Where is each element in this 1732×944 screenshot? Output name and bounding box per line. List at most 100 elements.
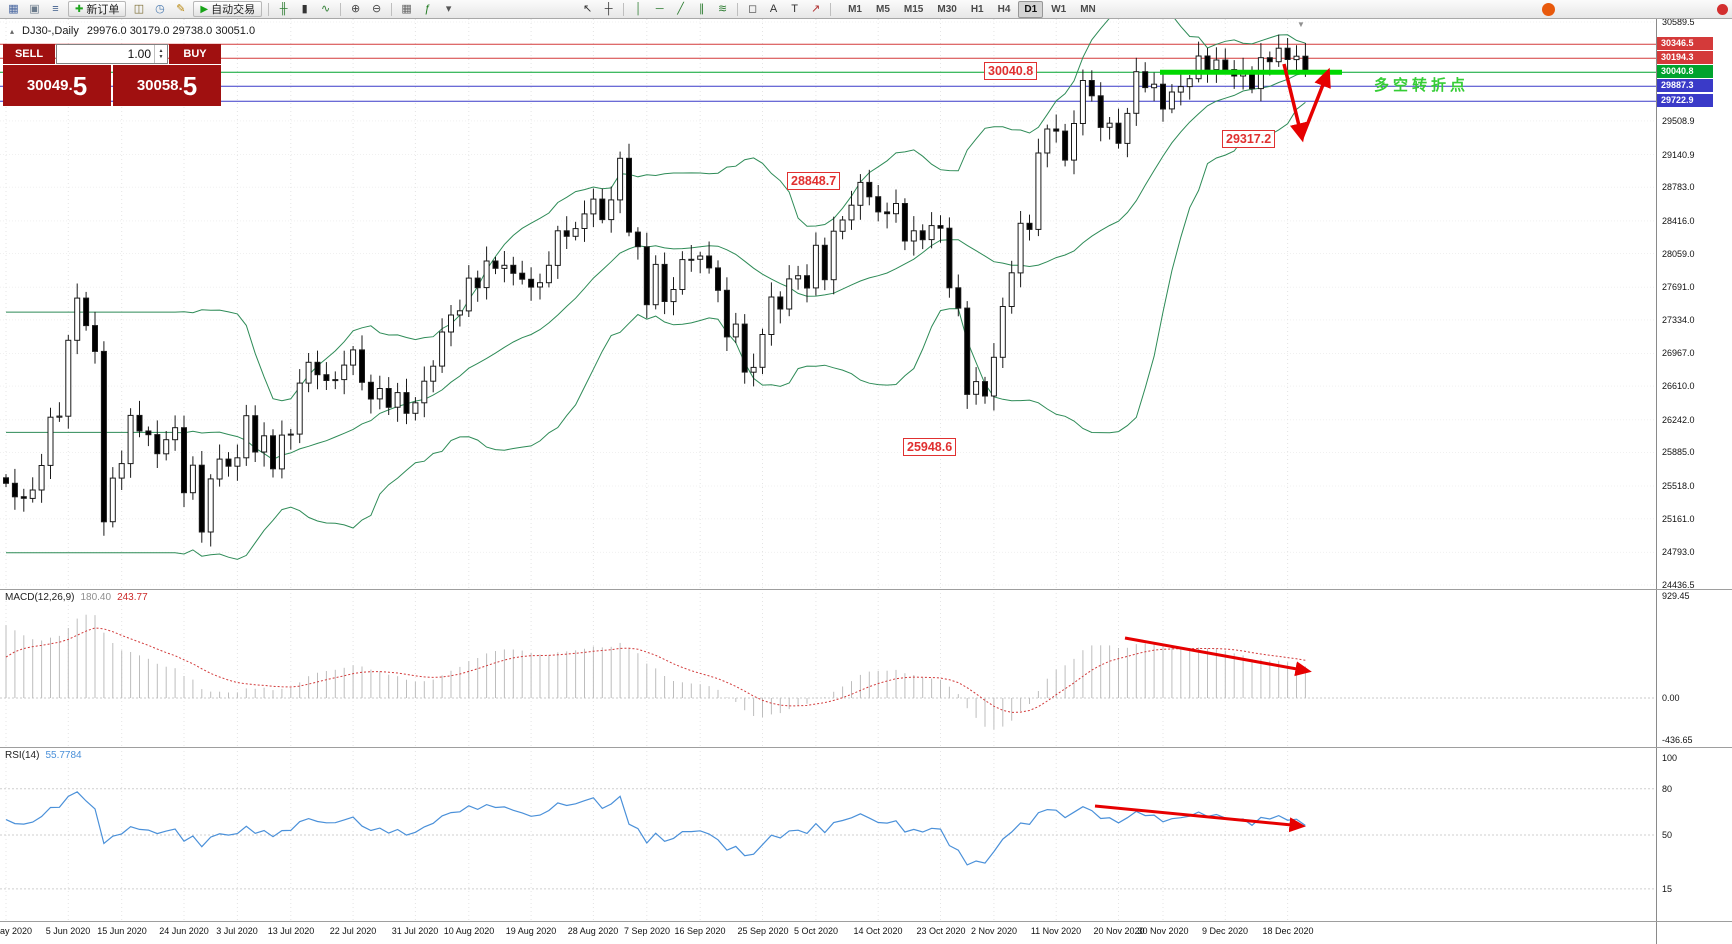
bar-chart-icon[interactable]: ╫ (279, 2, 288, 15)
text-label-icon[interactable]: T (791, 2, 798, 15)
new-order-button-label: 新订单 (86, 4, 120, 16)
crosshair-icon[interactable]: ┼ (604, 2, 613, 15)
date-axis[interactable]: 27 May 2020 5 Jun 2020 15 Jun 2020 24 Jun 2… (0, 921, 1656, 944)
chart-shift-marker-icon[interactable]: ▼ (1297, 20, 1305, 29)
trendline-icon[interactable]: ╱ (677, 2, 684, 15)
rsi-label: RSI(14) 55.7784 (5, 750, 82, 761)
chart-window-icon[interactable]: ◫ (133, 2, 145, 15)
indicator-axis-tick: 50 (1662, 830, 1673, 840)
shapes-icon[interactable]: ◻ (748, 2, 758, 15)
buy-button[interactable]: BUY (169, 44, 221, 64)
metaeditor-icon[interactable]: ✎ (176, 2, 186, 15)
profiles-icon[interactable]: ▣ (29, 2, 40, 15)
main-price-chart[interactable] (0, 19, 1656, 589)
pane-separator[interactable] (0, 747, 1732, 748)
indicator-axis-tick: 0.00 (1662, 693, 1680, 703)
one-click-trading-panel: SELL 1.00 ▲ ▼ BUY 30049. 5 30058. 5 (3, 44, 221, 106)
date-label: 27 May 2020 (0, 926, 33, 936)
sell-button[interactable]: SELL (3, 44, 55, 64)
autotrading-icon: ▶ (200, 3, 209, 15)
volume-input[interactable]: 1.00 ▲ ▼ (56, 44, 168, 64)
price-tick: 25885.0 (1662, 447, 1695, 457)
volume-value[interactable]: 1.00 (127, 47, 151, 61)
sell-price-display[interactable]: 30049. 5 (3, 65, 111, 106)
price-annotation-box[interactable]: 28848.7 (787, 172, 841, 190)
price-tick: 27334.0 (1662, 315, 1695, 325)
ohlc-values: 29976.0 30179.0 29738.0 30051.0 (86, 25, 256, 37)
channel-icon[interactable]: ∥ (698, 2, 705, 15)
date-label: 5 Oct 2020 (793, 926, 839, 936)
indicator-axis-tick: 80 (1662, 784, 1673, 794)
zoom-out-icon[interactable]: ⊖ (371, 2, 382, 15)
community-icon[interactable] (1542, 3, 1555, 16)
price-annotation-box[interactable]: 29317.2 (1222, 130, 1276, 148)
price-tick: 25161.0 (1662, 514, 1695, 524)
date-label: 10 Aug 2020 (443, 926, 495, 936)
volume-up-icon[interactable]: ▲ (158, 48, 164, 54)
price-tick: 30589.5 (1662, 17, 1695, 27)
date-label: 5 Jun 2020 (45, 926, 91, 936)
indicator-axis-tick: -436.65 (1662, 735, 1693, 745)
indicator-axis-tick: 929.45 (1662, 591, 1690, 601)
toolbar-separator (391, 2, 393, 16)
autotrading-button[interactable]: ▶ 自动交易 (193, 1, 263, 17)
date-label: 23 Oct 2020 (916, 926, 966, 936)
timeframe-h4[interactable]: H4 (997, 3, 1011, 15)
arrow-tools-icon[interactable]: ↗ (810, 2, 821, 15)
date-label: 2 Nov 2020 (970, 926, 1018, 936)
pane-separator[interactable] (0, 589, 1732, 590)
price-tick: 27691.0 (1662, 282, 1695, 292)
history-center-icon[interactable]: ◷ (155, 2, 165, 15)
date-label: 24 Jun 2020 (159, 926, 209, 936)
timeframe-w1[interactable]: W1 (1051, 3, 1067, 15)
zoom-in-icon[interactable]: ⊕ (350, 2, 361, 15)
hline-price-label: 30040.8 (1657, 65, 1713, 78)
tile-windows-icon[interactable]: ▦ (401, 2, 412, 15)
timeframe-h1[interactable]: H1 (970, 3, 984, 15)
indicators-icon[interactable]: ƒ (424, 2, 431, 15)
date-label: 7 Sep 2020 (623, 926, 671, 936)
indicator-axis-tick: 15 (1662, 884, 1673, 894)
line-chart-icon[interactable]: ∿ (320, 2, 331, 15)
volume-down-icon[interactable]: ▼ (158, 54, 164, 60)
rsi-indicator-chart[interactable] (0, 747, 1656, 921)
timeframe-m1[interactable]: M1 (848, 3, 862, 15)
date-label: 28 Aug 2020 (567, 926, 619, 936)
text-icon[interactable]: A (769, 2, 778, 15)
record-icon[interactable] (1717, 4, 1728, 15)
timeframe-m15[interactable]: M15 (903, 3, 924, 15)
collapse-triangle-icon[interactable]: ▴ (10, 26, 15, 36)
price-annotation-box[interactable]: 30040.8 (984, 62, 1038, 80)
cursor-icon[interactable]: ↖ (582, 2, 593, 15)
toolbar-separator (830, 2, 832, 16)
date-label: 13 Jul 2020 (267, 926, 315, 936)
horizontal-line-icon[interactable]: ─ (655, 2, 664, 15)
market-watch-icon[interactable]: ≡ (52, 2, 59, 15)
toolbar-separator (737, 2, 739, 16)
macd-indicator-chart[interactable] (0, 589, 1656, 747)
date-label: 14 Oct 2020 (853, 926, 903, 936)
indicator-dropdown-icon[interactable]: ▾ (445, 2, 452, 15)
rsi-value: 55.7784 (45, 750, 82, 761)
new-chart-icon[interactable]: ▦ (8, 2, 19, 15)
buy-price-display[interactable]: 30058. 5 (113, 65, 221, 106)
price-annotation-box[interactable]: 25948.6 (903, 438, 957, 456)
timeframe-d1[interactable]: D1 (1018, 0, 1044, 18)
vertical-line-icon[interactable]: │ (635, 2, 643, 15)
timeframe-m30[interactable]: M30 (937, 3, 957, 15)
timeframe-mn[interactable]: MN (1080, 3, 1096, 15)
turning-point-annotation[interactable]: 多空转折点 (1374, 77, 1470, 94)
date-label: 30 Nov 2020 (1137, 926, 1189, 936)
rsi-name: RSI(14) (5, 750, 40, 761)
timeframe-m5[interactable]: M5 (876, 3, 890, 15)
sell-price-main: 30049. (26, 77, 73, 94)
price-axis[interactable]: 30589.5 29508.9 29140.9 28783.0 28416.0 28059… (1656, 17, 1732, 944)
fibonacci-icon[interactable]: ≋ (717, 2, 728, 15)
new-order-button[interactable]: ✚ 新订单 (68, 1, 127, 17)
price-tick: 26610.0 (1662, 381, 1695, 391)
candlestick-chart-icon[interactable]: ▮ (301, 2, 308, 15)
date-label: 31 Jul 2020 (391, 926, 439, 936)
indicator-axis-tick: 100 (1662, 753, 1678, 763)
volume-stepper[interactable]: ▲ ▼ (154, 45, 167, 63)
